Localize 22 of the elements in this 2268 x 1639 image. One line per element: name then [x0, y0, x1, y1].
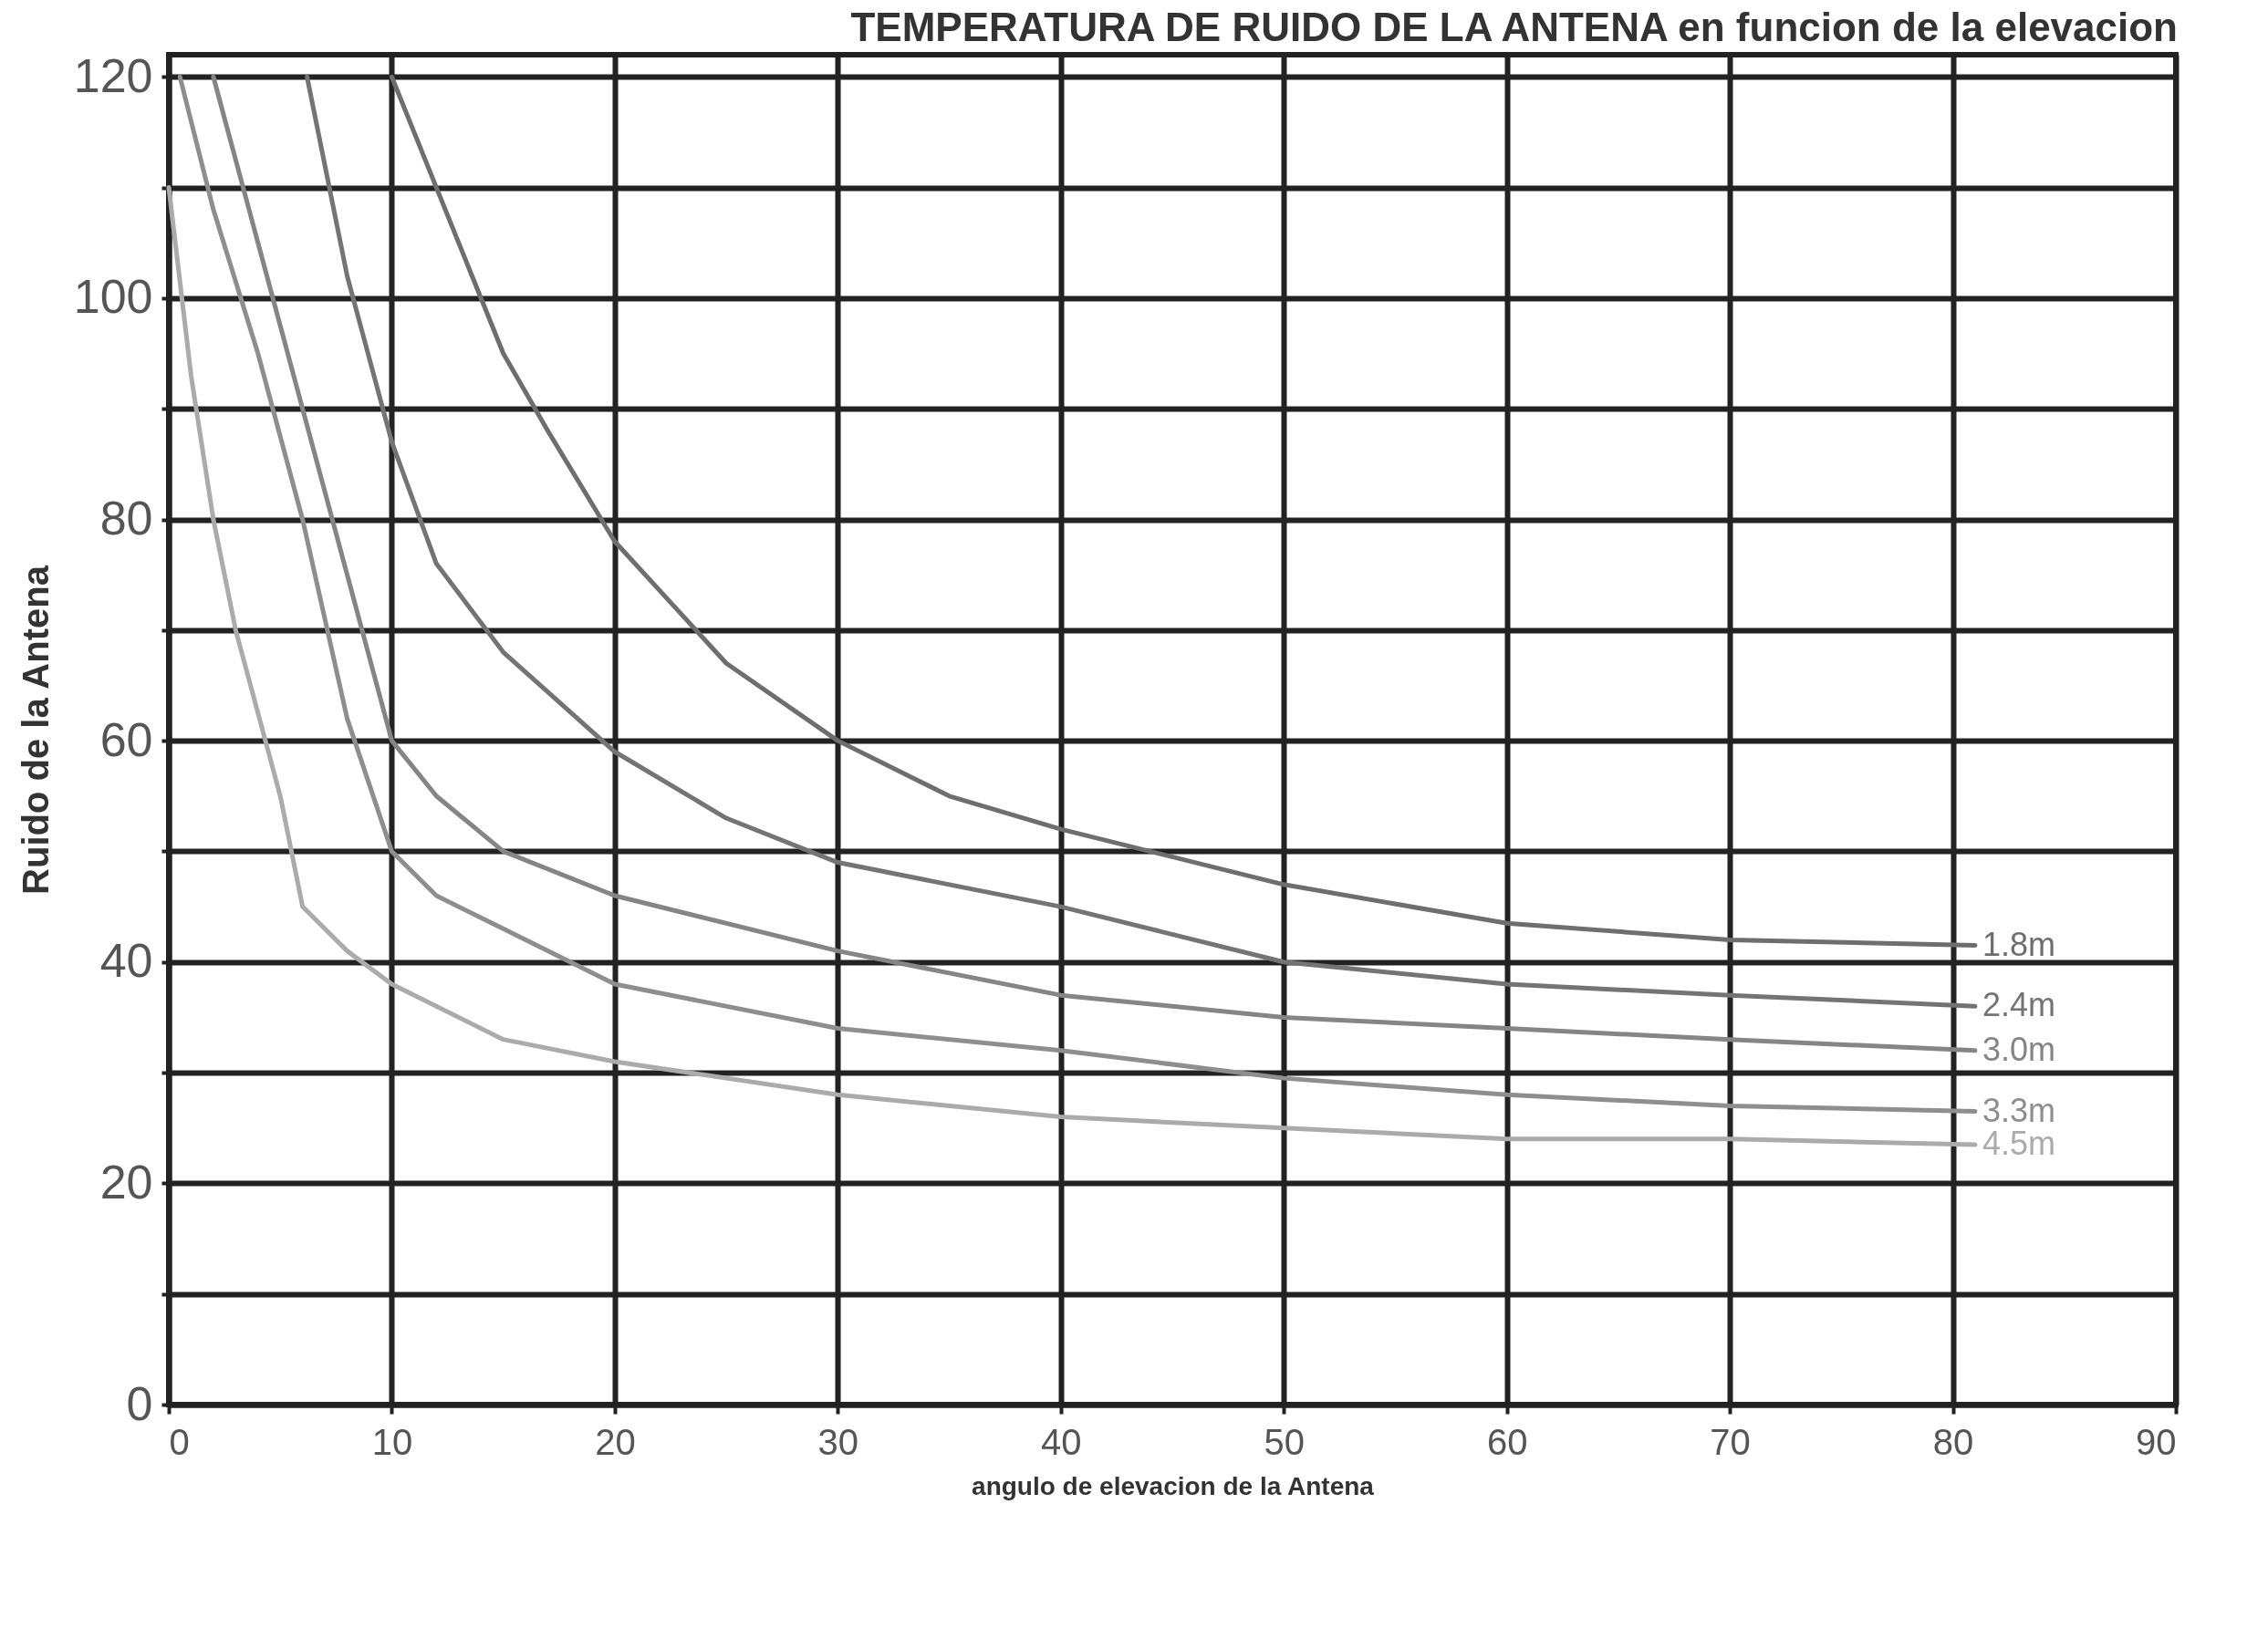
chart-title: TEMPERATURA DE RUIDO DE LA ANTENA en funcion de la elevacion — [850, 5, 2178, 50]
series-label: 3.0m — [1982, 1030, 2056, 1068]
y-tick-label: 60 — [99, 712, 153, 766]
series-label: 2.4m — [1982, 986, 2056, 1024]
y-axis-title: Ruido de la Antena — [15, 565, 56, 895]
y-tick-label: 120 — [73, 48, 153, 102]
y-tick-label: 80 — [99, 492, 153, 545]
x-tick-label: 90 — [2136, 1421, 2177, 1462]
x-tick-label: 60 — [1486, 1421, 1528, 1462]
x-tick-label: 70 — [1710, 1421, 1751, 1462]
x-tick-label: 40 — [1041, 1421, 1082, 1462]
x-tick-label: 10 — [371, 1421, 413, 1462]
x-tick-label: 80 — [1932, 1421, 1974, 1462]
y-tick-label: 20 — [99, 1155, 153, 1209]
y-tick-label: 100 — [73, 270, 153, 324]
x-axis-title: angulo de elevacion de la Antena — [972, 1471, 1375, 1500]
x-tick-label: 20 — [595, 1421, 636, 1462]
x-tick-label: 50 — [1264, 1421, 1305, 1462]
series-label: 1.8m — [1982, 925, 2056, 963]
x-tick-label: 0 — [169, 1421, 190, 1462]
y-tick-label: 40 — [99, 934, 153, 988]
x-tick-label: 30 — [817, 1421, 859, 1462]
